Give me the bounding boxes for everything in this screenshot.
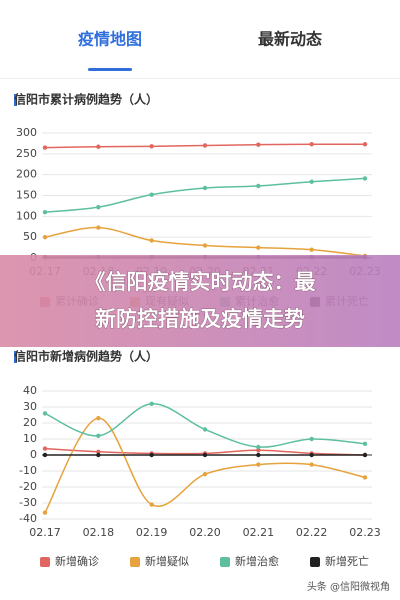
point <box>362 441 368 446</box>
point <box>256 245 261 250</box>
tab-news[interactable]: 最新动态 <box>258 30 322 49</box>
legend-swatch <box>310 557 320 567</box>
y-tick-label: 100 <box>16 209 37 222</box>
point <box>96 449 101 454</box>
point <box>362 176 368 181</box>
banner-bg <box>0 255 400 347</box>
y-tick-label: 300 <box>16 126 37 139</box>
point <box>309 452 314 458</box>
point <box>256 142 261 147</box>
y-tick-label: 10 <box>23 432 37 445</box>
legend-label: 新增确诊 <box>55 554 99 568</box>
x-tick-label: 02.20 <box>189 526 221 539</box>
point <box>42 452 48 458</box>
point <box>309 247 314 252</box>
point <box>96 452 101 458</box>
point <box>309 462 314 467</box>
point <box>96 225 101 230</box>
point <box>96 204 101 210</box>
point <box>362 452 368 458</box>
x-tick-label: 02.23 <box>349 526 381 539</box>
point <box>149 401 154 406</box>
y-tick-label: 40 <box>23 384 37 397</box>
point <box>149 238 154 243</box>
x-tick-label: 02.21 <box>243 526 275 539</box>
title-marker <box>14 94 17 106</box>
point <box>149 502 154 507</box>
point <box>256 448 261 453</box>
point <box>149 192 154 197</box>
point <box>202 243 208 248</box>
point <box>42 234 48 240</box>
watermark: 头条 @信阳微视角 <box>307 580 390 593</box>
y-tick-label: 200 <box>16 168 37 181</box>
x-tick-label: 02.19 <box>136 526 168 539</box>
point <box>149 144 154 149</box>
y-tick-label: 0 <box>30 448 37 461</box>
legend-label: 新增疑似 <box>145 554 189 568</box>
y-tick-label: 50 <box>23 230 37 243</box>
x-tick-label: 02.18 <box>83 526 115 539</box>
y-tick-label: -40 <box>19 512 37 525</box>
point <box>42 510 48 515</box>
legend-swatch <box>220 557 230 567</box>
point <box>42 446 48 451</box>
point <box>42 145 48 150</box>
point <box>202 472 208 477</box>
point <box>309 179 314 184</box>
title-marker <box>14 351 17 363</box>
point <box>202 143 208 148</box>
point <box>96 416 101 421</box>
point <box>256 462 261 467</box>
point <box>202 185 208 191</box>
x-tick-label: 02.22 <box>296 526 328 539</box>
point <box>42 411 48 416</box>
point <box>362 475 368 480</box>
y-tick-label: -20 <box>19 480 37 493</box>
y-tick-label: 20 <box>23 416 37 429</box>
point <box>256 444 261 450</box>
legend-swatch <box>40 557 50 567</box>
point <box>202 452 208 458</box>
y-tick-label: 250 <box>16 147 37 160</box>
point <box>202 427 208 432</box>
legend-swatch <box>130 557 140 567</box>
legend-label: 新增治愈 <box>235 554 279 568</box>
tab-indicator <box>88 68 132 71</box>
y-tick-label: -30 <box>19 496 37 509</box>
legend-label: 新增死亡 <box>325 554 369 568</box>
point <box>309 436 314 442</box>
y-tick-label: 30 <box>23 400 37 413</box>
point <box>42 209 48 215</box>
y-tick-label: -10 <box>19 464 37 477</box>
point <box>256 183 261 189</box>
tab-map[interactable]: 疫情地图 <box>78 30 142 49</box>
y-tick-label: 150 <box>16 189 37 202</box>
point <box>256 452 261 458</box>
banner-text: 《信阳疫情实时动态：最新防控措施及疫情走势 <box>85 270 317 331</box>
point <box>309 142 314 147</box>
point <box>149 452 154 458</box>
x-tick-label: 02.17 <box>29 526 61 539</box>
point <box>362 142 368 147</box>
divider <box>0 78 400 79</box>
point <box>96 433 101 438</box>
chart-title: 信阳市新增病例趋势（人） <box>14 349 158 364</box>
chart-title: 信阳市累计病例趋势（人） <box>14 92 158 107</box>
point <box>96 144 101 149</box>
